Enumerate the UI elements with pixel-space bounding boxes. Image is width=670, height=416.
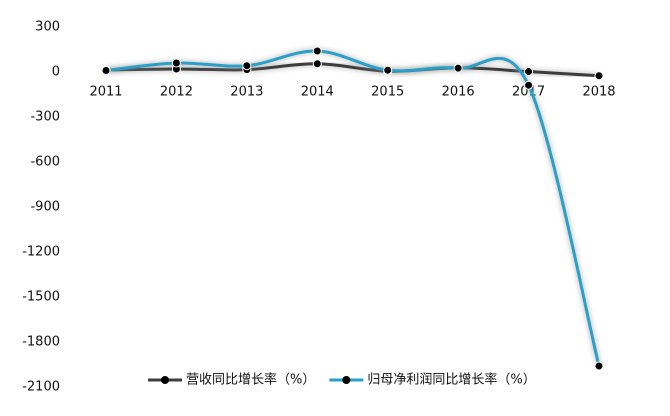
x-tick-label: 2016 <box>442 85 475 100</box>
y-tick-label: -900 <box>30 200 60 215</box>
y-tick-label: 300 <box>35 20 60 35</box>
x-tick-label: 2013 <box>230 85 263 100</box>
y-tick-label: -1200 <box>22 245 60 260</box>
legend-label: 归母净利润同比增长率（%） <box>367 372 535 388</box>
y-tick-label: -2100 <box>22 380 60 395</box>
y-tick-label: -1500 <box>22 290 60 305</box>
legend-marker <box>161 376 169 384</box>
point <box>312 59 322 69</box>
point <box>524 80 534 90</box>
point <box>594 71 604 81</box>
point <box>453 63 463 73</box>
point <box>101 66 111 75</box>
point <box>524 67 534 77</box>
x-tick-label: 2018 <box>582 85 615 100</box>
y-tick-label: 0 <box>52 65 60 80</box>
point <box>171 58 181 68</box>
y-tick-label: -600 <box>30 155 60 170</box>
point <box>594 361 604 371</box>
y-tick-label: -1800 <box>22 335 60 350</box>
point <box>383 65 393 75</box>
legend-item: 归母净利润同比增长率（%） <box>329 372 536 388</box>
y-tick-label: -300 <box>30 110 60 125</box>
legend-marker <box>342 376 351 384</box>
point <box>312 46 322 56</box>
x-tick-label: 2015 <box>371 85 404 100</box>
x-tick-label: 2014 <box>301 85 334 100</box>
legend-item: 营收同比增长率（%） <box>148 372 315 388</box>
x-tick-label: 2011 <box>89 85 122 100</box>
legend-label: 营收同比增长率（%） <box>186 372 315 388</box>
x-tick-label: 2012 <box>160 85 193 100</box>
point <box>242 61 252 71</box>
